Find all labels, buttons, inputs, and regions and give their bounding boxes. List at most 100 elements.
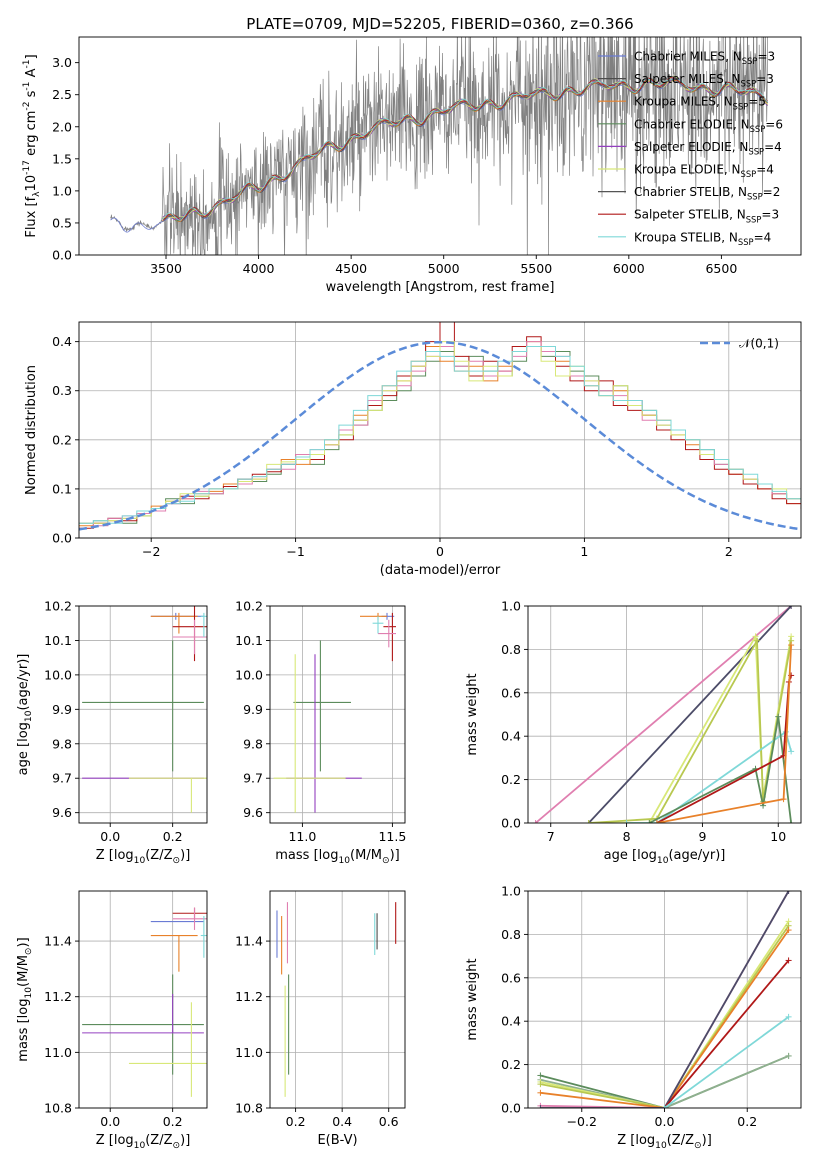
plot-area <box>537 891 792 1108</box>
data-point <box>150 612 198 634</box>
axes-frame <box>78 890 208 1109</box>
axes-frame <box>78 36 802 256</box>
y-tick-label: 0.2 <box>501 1057 521 1072</box>
y-tick-label: 0.0 <box>501 816 521 831</box>
text-span: (Z/Z <box>145 1133 172 1148</box>
text-span: 10 <box>657 856 669 866</box>
y-tick-label: 11.0 <box>235 1045 263 1060</box>
y-tick-label: 10.8 <box>44 1101 72 1116</box>
y-tick-label: 11.4 <box>44 934 72 949</box>
weight-series-line <box>540 891 790 1108</box>
text-span: s <box>24 90 39 101</box>
y-axis-label: mass weight <box>465 673 480 755</box>
text-span: Chabrier MILES, N <box>634 50 742 64</box>
x-tick-label: 0 <box>436 544 444 559</box>
text-span: Kroupa STELIB, N <box>634 230 738 244</box>
text-span: mass weight <box>465 673 480 755</box>
text-span: =3 <box>757 50 775 64</box>
x-tick-label: 0.0 <box>100 1114 120 1129</box>
y-tick-label: 10.0 <box>44 667 72 682</box>
y-tick-label: 0.8 <box>501 642 521 657</box>
y-tick-label: 1.0 <box>501 884 521 899</box>
y-axis-label: mass weight <box>465 958 480 1040</box>
text-span: ⊙ <box>694 1141 702 1151</box>
y-tick-label: 0.0 <box>501 1101 521 1116</box>
y-tick-label: 9.7 <box>243 771 263 786</box>
data-point <box>150 934 198 972</box>
text-span: age [log <box>16 722 31 775</box>
y-tick-label: 11.0 <box>44 1045 72 1060</box>
text-span: 10 <box>24 710 34 722</box>
y-tick-label: 0.2 <box>52 432 72 447</box>
text-span: Salpeter ELODIE, N <box>634 140 748 154</box>
x-tick-label: 0.2 <box>163 829 183 844</box>
y-tick-label: 9.8 <box>243 736 263 751</box>
text-span: =4 <box>764 140 782 154</box>
axes-frame <box>527 890 802 1109</box>
x-axis-label: age [log10(age/yr)] <box>604 848 726 866</box>
panel-age-vs-Z: 0.0 0.29.69.79.89.910.010.110.2Z [log10(Z… <box>16 599 208 866</box>
text-span: )] <box>390 848 400 863</box>
y-tick-label: 9.6 <box>243 805 263 820</box>
data-point <box>82 974 204 1075</box>
y-tick-label: 10.2 <box>235 599 263 614</box>
text-span: SSP <box>738 237 754 247</box>
data-point <box>360 612 387 620</box>
text-span: 10 <box>338 856 350 866</box>
y-tick-label: 0.4 <box>501 729 521 744</box>
text-span: 10 <box>134 1141 146 1151</box>
plot-area <box>82 606 207 813</box>
y-tick-label: 0.6 <box>501 970 521 985</box>
x-tick-label: −2 <box>142 544 160 559</box>
legend-label: Kroupa ELODIE, NSSP=4 <box>634 163 774 180</box>
text-span: SSP <box>742 56 758 66</box>
weight-series-line <box>656 645 792 823</box>
text-span: 10 <box>655 1141 667 1151</box>
data-point <box>128 1002 207 1097</box>
x-tick-label: 3500 <box>150 261 182 276</box>
y-tick-label: 1.0 <box>501 599 521 614</box>
data-point <box>172 619 207 655</box>
legend-label: 𝒩(0,1) <box>739 337 779 351</box>
text-span: Kroupa MILES, N <box>634 95 733 109</box>
text-span: 10 <box>134 856 146 866</box>
legend-label: Kroupa MILES, NSSP=5 <box>634 95 766 112</box>
text-span: =5 <box>748 95 766 109</box>
panel-mass-vs-EBV: 0.2 0.4 0.6 10.8 11.0 11.2 11.4 E(B-V) <box>235 890 406 1148</box>
y-tick-label: 2.5 <box>52 87 72 102</box>
text-span: -17 <box>22 160 32 175</box>
y-tick-label: 9.6 <box>52 805 72 820</box>
plot-area <box>273 612 396 813</box>
x-tick-label: 0.0 <box>100 829 120 844</box>
x-tick-label: 11.5 <box>378 829 406 844</box>
histogram-series <box>79 341 801 527</box>
x-axis-label: mass [log10(M/M⊙)] <box>275 848 399 866</box>
text-span: ⊙ <box>382 856 390 866</box>
plot-area <box>79 322 801 531</box>
text-span: Z [log <box>96 1133 134 1148</box>
x-tick-label: 9 <box>698 829 706 844</box>
y-tick-label: 0.1 <box>52 481 72 496</box>
text-span: =2 <box>763 185 781 199</box>
y-tick-label: 0.0 <box>52 248 72 263</box>
x-tick-label: −0.2 <box>567 1114 597 1129</box>
text-span: )] <box>16 937 31 947</box>
x-tick-label: 2 <box>725 544 733 559</box>
weight-series-line <box>535 606 792 823</box>
data-point <box>172 606 207 662</box>
data-point <box>286 654 362 813</box>
text-span: (Z/Z <box>145 848 172 863</box>
y-tick-label: 9.7 <box>52 771 72 786</box>
text-span: erg cm <box>24 111 39 160</box>
panel-mass-vs-Z: 0.0 0.210.811.011.211.4Z [log10(Z/Z⊙)]mas… <box>16 890 208 1151</box>
data-point <box>383 612 396 662</box>
y-tick-label: 0.0 <box>52 531 72 546</box>
y-tick-label: 10.1 <box>235 633 263 648</box>
text-span: mass [log <box>16 999 31 1062</box>
text-span: )] <box>180 848 190 863</box>
legend-label: Kroupa STELIB, NSSP=4 <box>634 230 771 247</box>
y-tick-label: 9.8 <box>52 736 72 751</box>
spectrum-model-line <box>162 78 769 221</box>
y-tick-label: 10.8 <box>235 1101 263 1116</box>
